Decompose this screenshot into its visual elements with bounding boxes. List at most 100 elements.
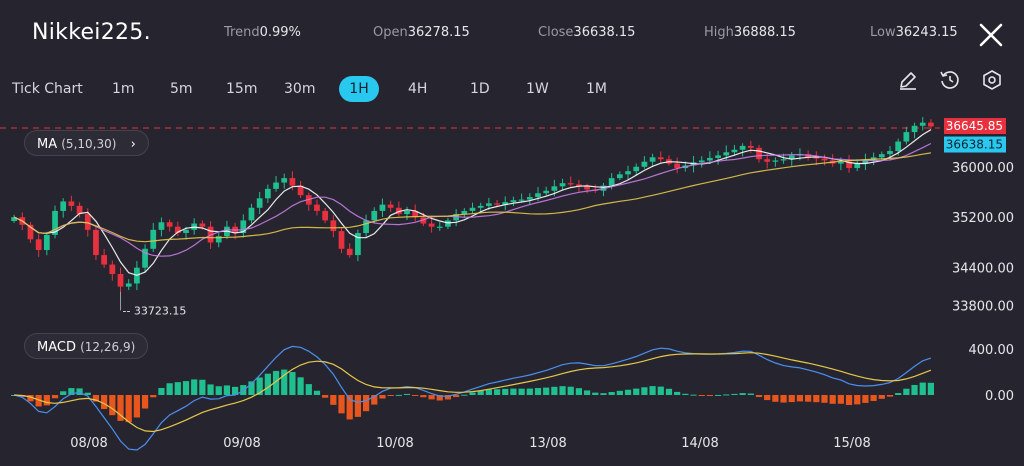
candle-body xyxy=(756,147,762,160)
candle-body xyxy=(240,220,247,233)
ma5-line xyxy=(13,129,932,276)
candle-body xyxy=(649,157,656,162)
candle-body xyxy=(84,214,91,230)
macd-histogram-bar xyxy=(886,395,894,397)
macd-histogram-bar xyxy=(469,392,476,395)
macd-histogram-bar xyxy=(27,395,34,402)
macd-histogram-bar xyxy=(510,388,517,395)
tab-tick-chart[interactable]: Tick Chart xyxy=(12,81,83,97)
macd-histogram-bar xyxy=(223,385,231,395)
clock-reset-icon[interactable] xyxy=(938,68,962,92)
tab-1w[interactable]: 1W xyxy=(526,81,549,97)
candle-body xyxy=(887,151,893,155)
candle-body xyxy=(559,183,566,187)
macd-histogram-bar xyxy=(444,395,452,400)
close-icon[interactable] xyxy=(976,20,1006,50)
tab-30m[interactable]: 30m xyxy=(284,81,316,97)
high-price-tag xyxy=(944,118,1006,135)
candle-body xyxy=(911,125,918,133)
tab-1d[interactable]: 1D xyxy=(470,81,490,97)
candle-body xyxy=(330,220,337,232)
candle-body xyxy=(52,210,58,235)
macd-histogram-bar xyxy=(51,395,59,399)
tab-1m[interactable]: 1m xyxy=(112,81,135,97)
ma10-line xyxy=(13,142,932,257)
low-marker-label: -- 33723.15 xyxy=(123,304,187,317)
hexagon-settings-icon[interactable] xyxy=(980,68,1004,92)
tab-4h[interactable]: 4H xyxy=(408,81,428,97)
candle-body xyxy=(264,188,271,199)
macd-histogram-bar xyxy=(551,386,558,395)
macd-histogram-bar xyxy=(534,388,542,395)
macd-histogram-bar xyxy=(911,384,918,395)
candle-body xyxy=(928,122,934,127)
candle-body xyxy=(371,210,378,221)
macd-histogram-bar xyxy=(403,393,411,395)
macd-histogram-bar xyxy=(731,393,738,395)
candle-body xyxy=(125,283,132,287)
tab-5m[interactable]: 5m xyxy=(170,81,193,97)
macd-histogram-bar xyxy=(281,369,288,395)
macd-histogram-bar xyxy=(322,395,329,398)
macd-histogram-bar xyxy=(592,392,599,395)
candle-body xyxy=(346,248,353,256)
macd-histogram-bar xyxy=(919,382,926,395)
macd-histogram-bar xyxy=(412,395,419,396)
macd-indicator-pill[interactable]: MACD (12,26,9) xyxy=(24,333,149,359)
candle-body xyxy=(387,204,394,208)
macd-histogram-bar xyxy=(101,395,108,410)
candle-body xyxy=(183,229,189,233)
macd-histogram-bar xyxy=(453,395,460,398)
candle-body xyxy=(772,160,779,162)
close-stat: Close36638.15 xyxy=(538,25,635,40)
macd-histogram-bar xyxy=(289,372,296,395)
price-chart[interactable]: -- 33723.15 36000.00 35200.00 34400.00 33800… xyxy=(0,110,1024,466)
candle-body xyxy=(535,193,541,198)
candle-body xyxy=(707,157,713,161)
candle-body xyxy=(355,233,361,256)
macd-histogram-bar xyxy=(821,395,828,403)
macd-histogram-bar xyxy=(117,395,124,421)
macd-histogram-bar xyxy=(420,395,427,398)
tab-1h[interactable]: 1H xyxy=(339,76,379,102)
macd-histogram-bar xyxy=(346,395,353,420)
macd-histogram-bar xyxy=(141,395,149,409)
candle-body xyxy=(821,158,828,161)
candle-body xyxy=(576,184,582,187)
candle-body xyxy=(404,210,410,215)
x-tick-label: 14/08 xyxy=(681,436,718,451)
tab-1mo[interactable]: 1M xyxy=(586,81,607,97)
candle-body xyxy=(248,207,255,221)
x-tick-label: 09/08 xyxy=(223,436,260,451)
macd-histogram-bar xyxy=(862,395,869,403)
macd-histogram-bar xyxy=(633,388,640,395)
macd-histogram-bar xyxy=(395,394,402,396)
macd-histogram-bar xyxy=(772,395,779,402)
pencil-icon[interactable] xyxy=(896,68,920,92)
x-tick-label: 10/08 xyxy=(376,436,413,451)
macd-histogram-bar xyxy=(706,395,713,396)
macd-histogram-bar xyxy=(526,388,533,395)
symbol-title: Nikkei225. xyxy=(32,20,151,45)
macd-histogram-bar xyxy=(674,391,681,395)
candle-body xyxy=(813,157,820,159)
macd-histogram-bar xyxy=(387,395,394,396)
x-tick-label: 08/08 xyxy=(70,436,107,451)
candle-body xyxy=(895,141,902,151)
ma-indicator-pill[interactable]: MA (5,10,30) › xyxy=(24,130,149,156)
macd-histogram-bar xyxy=(174,382,181,395)
ma-params: (5,10,30) xyxy=(61,137,117,151)
candle-body xyxy=(551,186,558,191)
candle-body xyxy=(215,236,222,243)
macd-histogram-bar xyxy=(76,388,83,395)
candle-body xyxy=(314,204,320,211)
macd-histogram-bar xyxy=(813,395,820,403)
candle-body xyxy=(862,160,869,164)
tab-15m[interactable]: 15m xyxy=(226,81,258,97)
candle-body xyxy=(510,200,517,203)
candle-body xyxy=(903,132,910,142)
macd-histogram-bar xyxy=(68,388,75,395)
high-value: 36888.15 xyxy=(733,25,796,40)
macd-histogram-bar xyxy=(927,382,935,395)
macd-histogram-bar xyxy=(264,373,271,395)
